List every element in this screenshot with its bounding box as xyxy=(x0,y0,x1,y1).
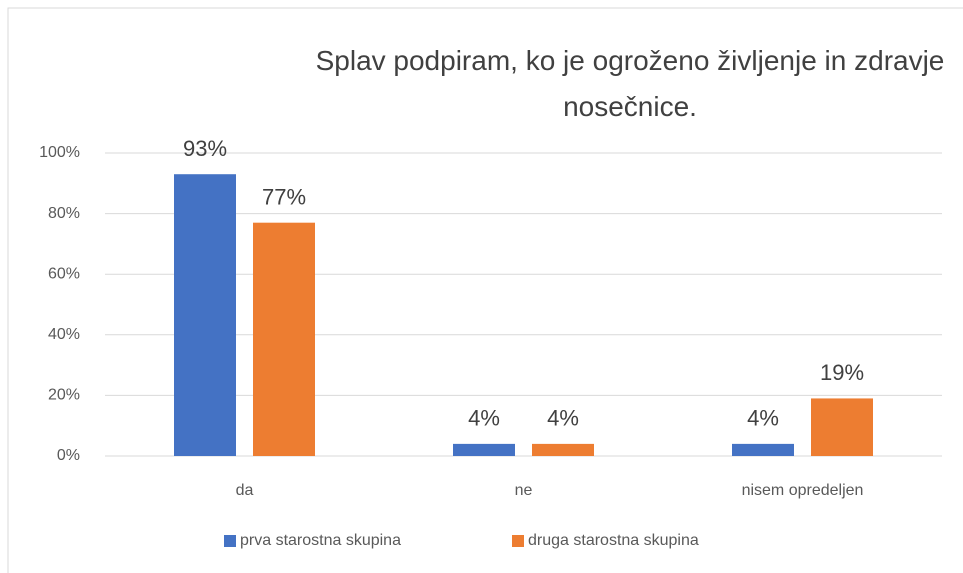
x-tick-label: da xyxy=(236,482,254,499)
legend-swatch xyxy=(512,535,524,547)
data-label: 4% xyxy=(468,406,500,431)
y-tick-label: 100% xyxy=(39,144,80,161)
data-label: 19% xyxy=(820,360,864,385)
data-label: 4% xyxy=(547,406,579,431)
chart-border xyxy=(7,7,963,573)
x-tick-label: ne xyxy=(515,482,533,499)
y-tick-label: 60% xyxy=(48,265,80,282)
bar xyxy=(174,174,236,456)
legend-swatch xyxy=(224,535,236,547)
bar xyxy=(532,443,594,456)
y-tick-label: 0% xyxy=(57,447,80,464)
x-tick-label: nisem opredeljen xyxy=(742,482,864,499)
legend-label: druga starostna skupina xyxy=(528,532,699,549)
bar xyxy=(453,443,515,456)
y-tick-label: 80% xyxy=(48,205,80,222)
bar xyxy=(253,222,315,456)
data-label: 93% xyxy=(183,136,227,161)
y-tick-label: 20% xyxy=(48,387,80,404)
data-label: 77% xyxy=(262,185,306,210)
chart-title: Splav podpiram, ko je ogroženo življenje… xyxy=(315,45,945,122)
legend-label: prva starostna skupina xyxy=(240,532,401,549)
data-label: 4% xyxy=(747,406,779,431)
bar xyxy=(732,443,794,456)
bar xyxy=(811,398,873,456)
y-tick-label: 40% xyxy=(48,326,80,343)
